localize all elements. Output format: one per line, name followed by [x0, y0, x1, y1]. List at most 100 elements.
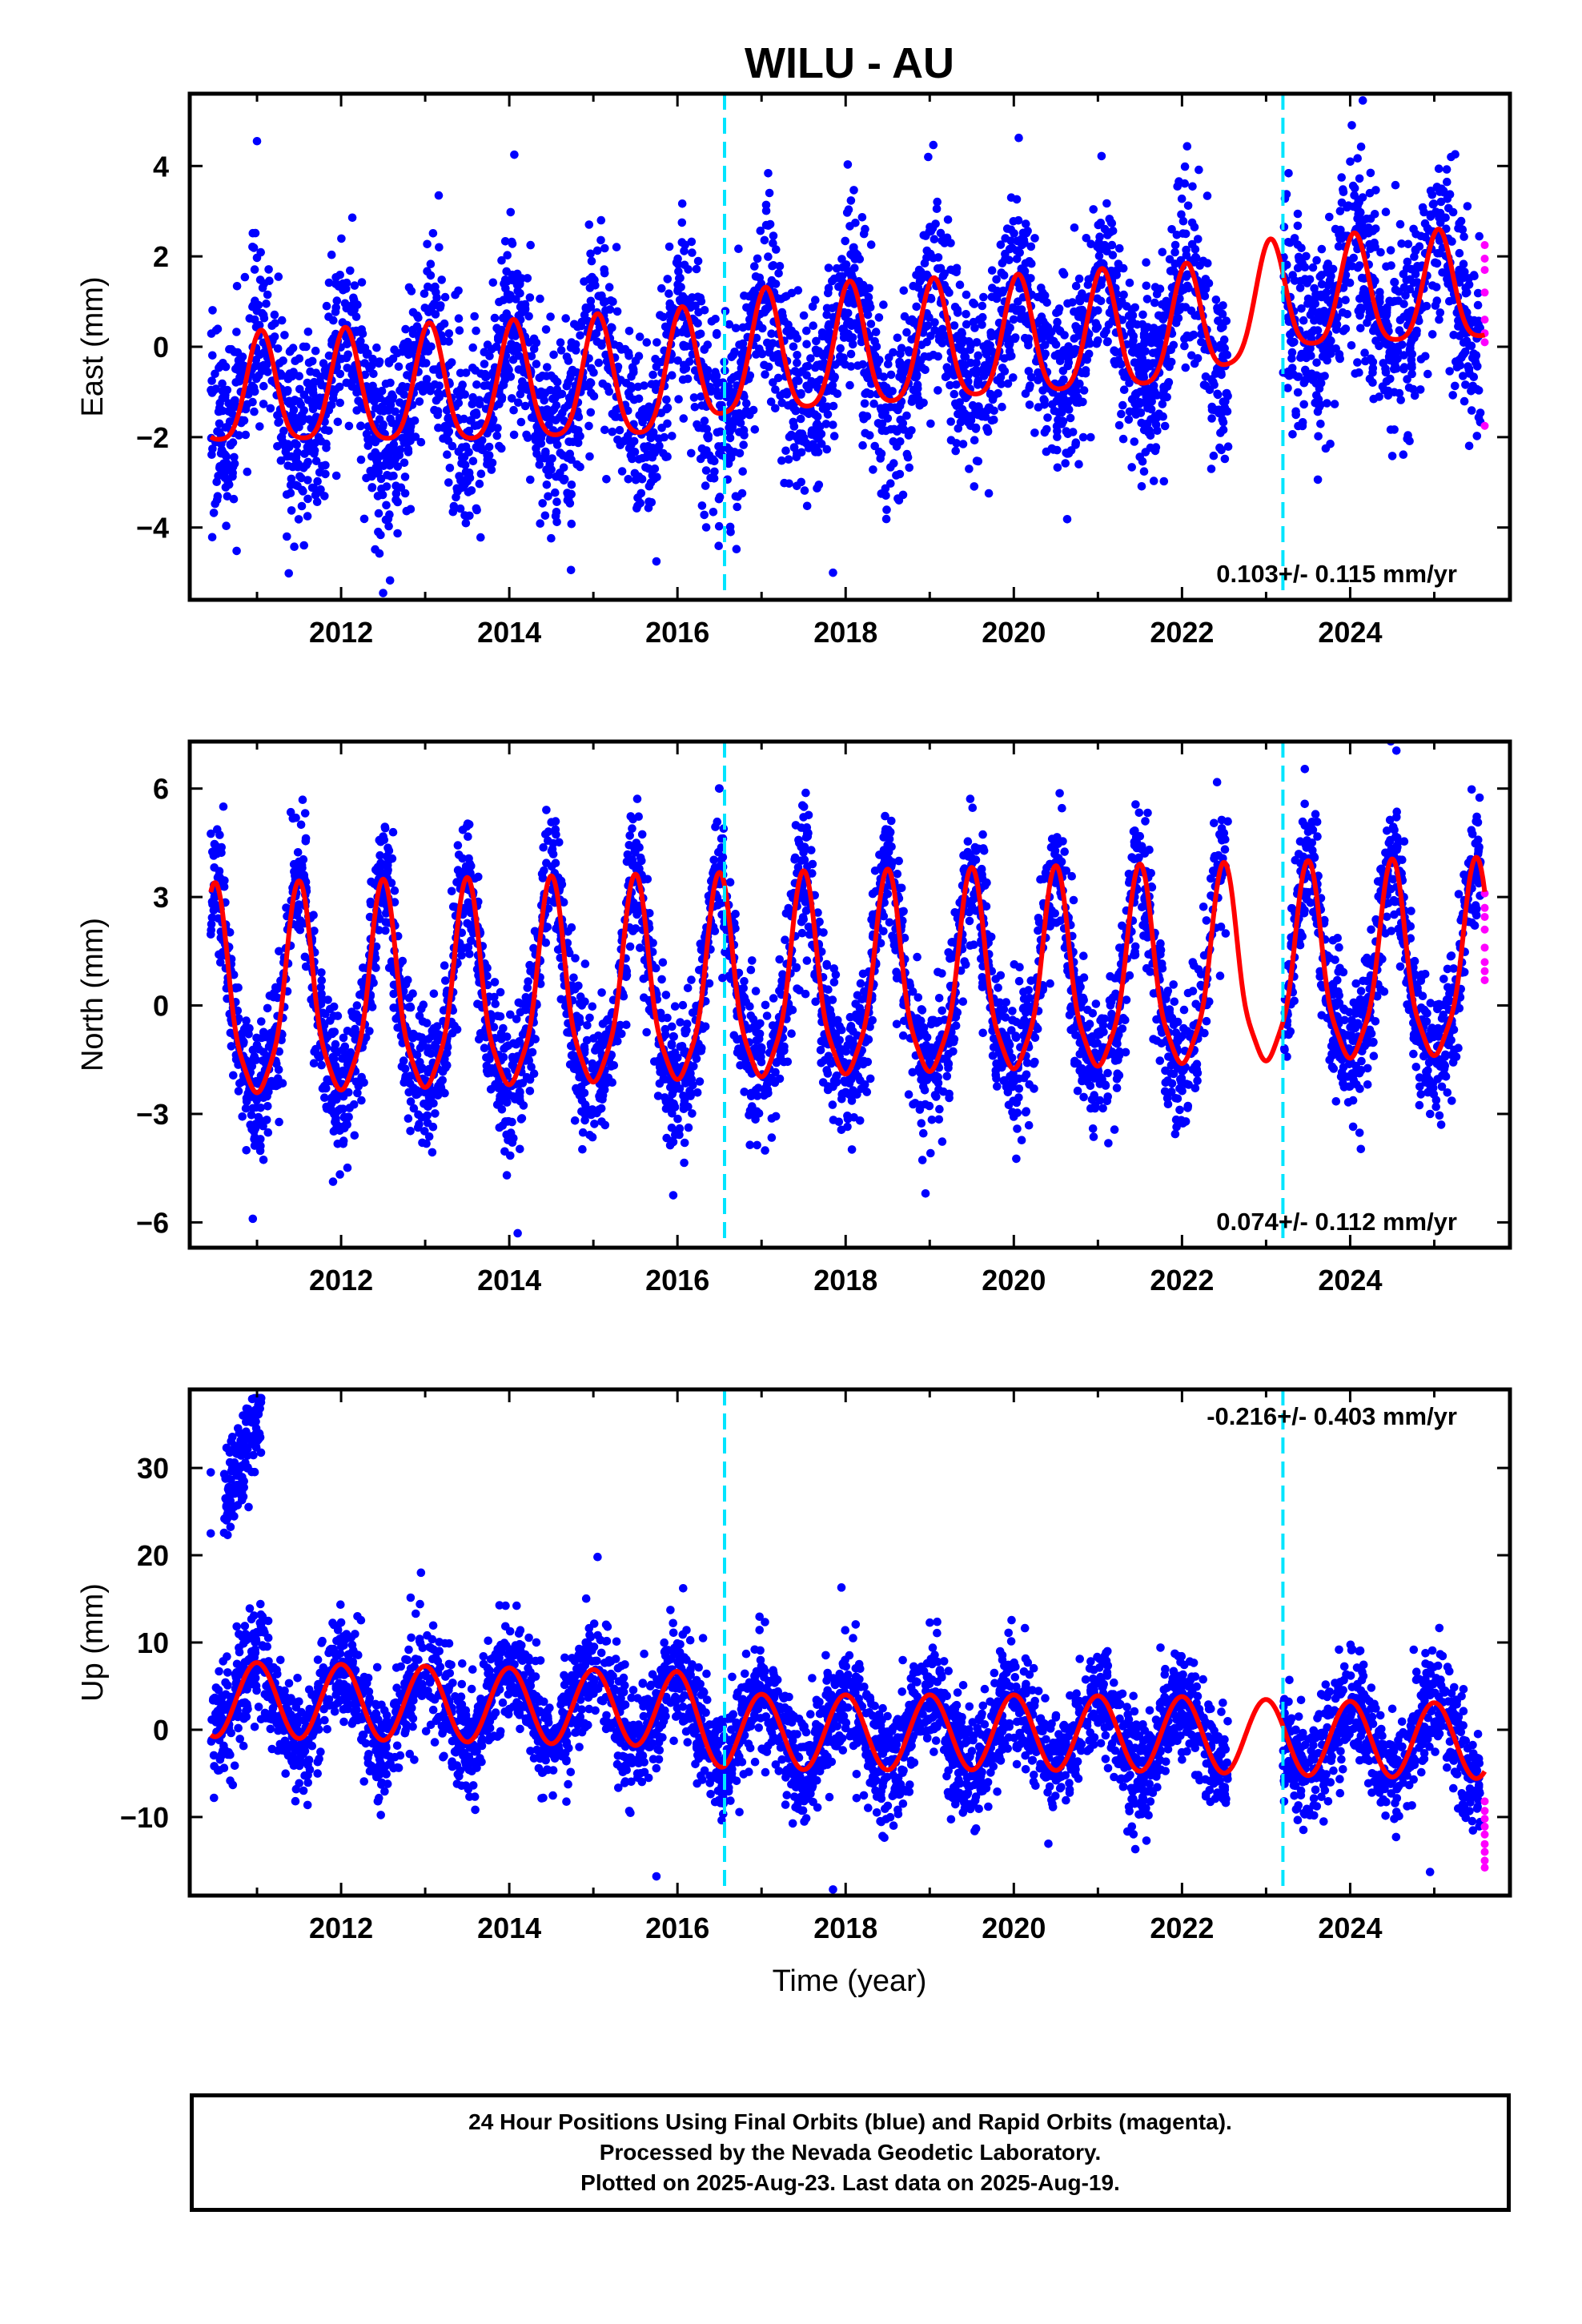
final-orbit-point: [1426, 212, 1435, 221]
final-orbit-point: [208, 306, 217, 315]
final-orbit-point: [1142, 281, 1151, 291]
final-orbit-point: [753, 254, 762, 263]
final-orbit-point: [559, 463, 568, 472]
final-orbit-point: [476, 469, 486, 478]
final-orbit-point: [1219, 335, 1229, 344]
final-orbit-point: [731, 324, 741, 333]
final-orbit-point: [431, 1109, 440, 1118]
final-orbit-point: [475, 400, 484, 409]
final-orbit-point: [770, 279, 779, 288]
final-orbit-point: [295, 423, 303, 432]
final-orbit-point: [668, 432, 677, 440]
final-orbit-point: [547, 533, 556, 543]
final-orbit-point: [535, 373, 544, 383]
final-orbit-point: [499, 380, 508, 390]
final-orbit-point: [1325, 276, 1335, 285]
final-orbit-point: [1401, 291, 1410, 300]
final-orbit-point: [704, 372, 713, 381]
final-orbit-point: [350, 281, 359, 290]
final-orbit-point: [1403, 375, 1411, 384]
north-panel: 2012 2014 2016 2018 2020 2022 2024−6−3036North…: [76, 739, 1512, 1297]
final-orbit-point: [999, 271, 1009, 280]
final-orbit-point: [1146, 339, 1156, 348]
final-orbit-point: [1291, 407, 1300, 416]
final-orbit-point: [273, 442, 282, 451]
final-orbit-point: [881, 514, 891, 524]
final-orbit-point: [858, 440, 867, 450]
final-orbit-point: [1303, 279, 1311, 287]
final-orbit-point: [800, 486, 809, 495]
final-orbit-point: [627, 372, 636, 381]
final-orbit-point: [589, 368, 598, 377]
final-orbit-point: [311, 491, 320, 500]
final-orbit-point: [258, 283, 267, 292]
final-orbit-point: [877, 449, 886, 458]
final-orbit-point: [697, 401, 707, 410]
final-orbit-point: [998, 364, 1007, 372]
x-tick-label: 2018: [813, 616, 877, 649]
final-orbit-point: [382, 501, 391, 510]
final-orbit-point: [508, 331, 517, 340]
final-orbit-point: [342, 378, 351, 388]
final-orbit-point: [1184, 283, 1193, 293]
final-orbit-point: [1395, 316, 1405, 325]
final-orbit-point: [849, 186, 858, 195]
final-orbit-point: [452, 493, 460, 502]
final-orbit-point: [600, 297, 610, 306]
final-orbit-point: [951, 446, 960, 456]
final-orbit-point: [804, 409, 813, 419]
final-orbit-point: [408, 308, 418, 317]
final-orbit-point: [861, 428, 869, 438]
final-orbit-point: [337, 234, 346, 243]
final-orbit-point: [774, 358, 784, 367]
final-orbit-point: [399, 342, 408, 352]
final-orbit-point: [994, 290, 1003, 299]
final-orbit-point: [838, 324, 847, 334]
final-orbit-point: [1135, 398, 1145, 407]
final-orbit-point: [310, 396, 319, 405]
final-orbit-point: [1142, 258, 1150, 267]
final-orbit-point: [1022, 228, 1031, 238]
final-orbit-point: [207, 533, 217, 542]
final-orbit-point: [1086, 239, 1095, 249]
final-orbit-point: [1133, 320, 1142, 329]
final-orbit-point: [1328, 264, 1338, 274]
final-orbit-point: [1200, 292, 1210, 301]
final-orbit-point: [1103, 231, 1112, 239]
final-orbit-point: [820, 403, 829, 412]
final-orbit-point: [1386, 374, 1395, 384]
final-orbit-point: [1141, 448, 1150, 456]
final-orbit-point: [576, 462, 584, 472]
final-orbit-point: [1211, 368, 1221, 378]
final-orbit-point: [1093, 294, 1102, 304]
final-orbit-point: [1177, 210, 1186, 219]
final-orbit-point: [1075, 296, 1085, 306]
final-orbit-point: [1040, 291, 1050, 300]
final-orbit-point: [700, 416, 709, 425]
final-orbit-point: [1445, 190, 1455, 199]
final-orbit-point: [356, 455, 366, 464]
final-orbit-point: [289, 368, 298, 376]
rapid-orbit-point: [1480, 254, 1489, 263]
final-orbit-point: [1365, 374, 1375, 384]
final-orbit-point: [1313, 407, 1323, 416]
final-orbit-point: [763, 338, 772, 348]
final-orbit-point: [961, 416, 970, 424]
final-orbit-point: [697, 501, 707, 510]
final-orbit-point: [633, 382, 643, 392]
final-orbit-point: [322, 439, 331, 448]
final-orbit-point: [800, 855, 809, 864]
final-orbit-point: [1348, 1122, 1358, 1132]
final-orbit-point: [255, 275, 265, 284]
final-orbit-point: [696, 454, 705, 464]
final-orbit-point: [1005, 335, 1014, 344]
final-orbit-point: [1359, 215, 1368, 225]
final-orbit-point: [320, 425, 330, 434]
final-orbit-point: [293, 448, 302, 457]
final-orbit-point: [1022, 219, 1030, 228]
final-orbit-point: [1163, 379, 1173, 388]
final-orbit-point: [524, 312, 533, 321]
final-orbit-point: [802, 326, 811, 336]
final-orbit-point: [713, 391, 723, 400]
final-orbit-point: [1330, 400, 1339, 408]
